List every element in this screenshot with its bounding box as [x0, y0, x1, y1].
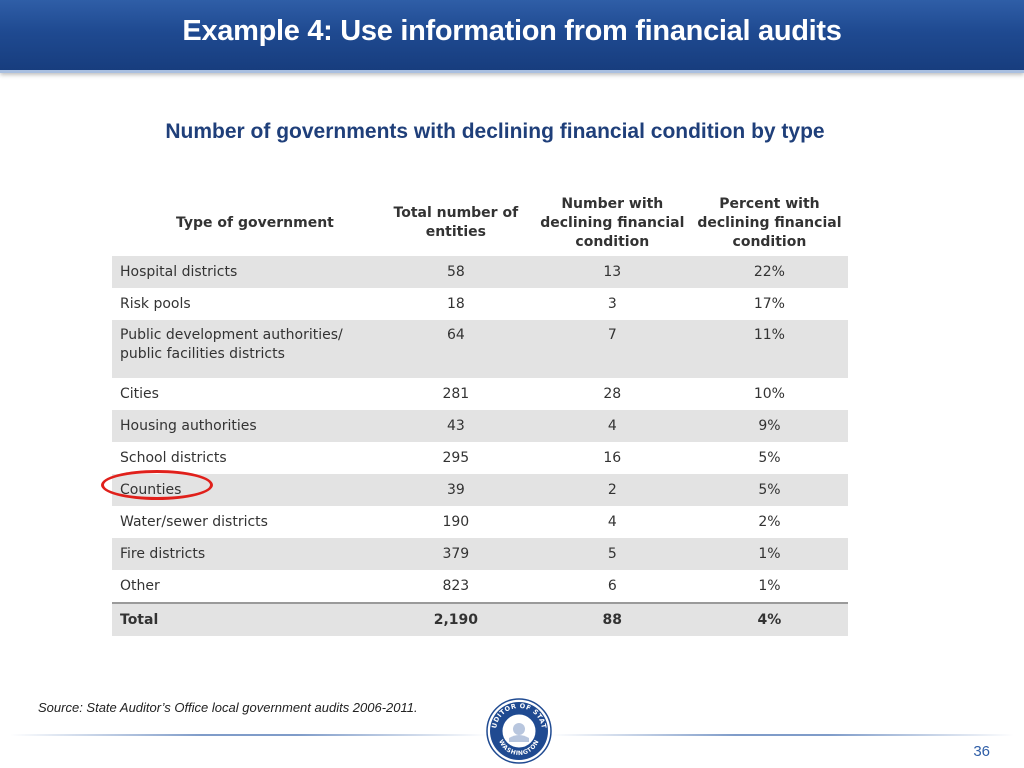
total-percent: 4%	[690, 602, 848, 636]
governments-table: Type of government Total number of entit…	[112, 190, 848, 636]
row-type: Hospital districts	[112, 256, 378, 288]
table-row: Other 823 6 1%	[112, 570, 848, 603]
row-percent: 17%	[753, 296, 785, 312]
row-total: 39	[377, 474, 534, 506]
header-declining: Number with declining financial conditio…	[540, 195, 685, 250]
table-row: Fire districts 379 5 1%	[112, 538, 848, 570]
row-declining: 4	[607, 514, 617, 530]
row-declining: 7	[533, 320, 691, 378]
header-total: Total number of entities	[393, 205, 519, 240]
row-total: 295	[442, 450, 470, 466]
slide-title: Example 4: Use information from financia…	[182, 15, 842, 47]
table-row: Water/sewer districts 190 4 2%	[112, 506, 848, 538]
header-percent: Percent with declining financial conditi…	[697, 195, 842, 250]
row-percent: 1%	[758, 578, 781, 594]
table-row: Public development authorities/ public f…	[112, 320, 848, 378]
row-total: 190	[442, 514, 470, 530]
table-row: Hospital districts 58 13 22%	[112, 256, 848, 288]
row-declining: 6	[607, 578, 617, 594]
footer-divider-right	[550, 734, 1014, 736]
row-total: 823	[442, 578, 470, 594]
row-type: Fire districts	[112, 538, 378, 570]
page-number: 36	[973, 743, 990, 760]
table-row: Risk pools 18 3 17%	[112, 288, 848, 320]
row-percent: 5%	[690, 474, 848, 506]
auditor-seal-logo: AUDITOR OF STATE WASHINGTON	[486, 698, 552, 764]
row-percent: 5%	[758, 450, 781, 466]
row-type: Water/sewer districts	[120, 514, 268, 530]
footer-divider-left	[10, 734, 488, 736]
row-total: 379	[377, 538, 534, 570]
table-caption: Number of governments with declining fin…	[165, 120, 825, 143]
table-total-row: Total 2,190 88 4%	[112, 602, 848, 636]
row-percent: 1%	[690, 538, 848, 570]
source-note: Source: State Auditor’s Office local gov…	[38, 700, 418, 715]
row-declining: 13	[533, 256, 691, 288]
table-header-row: Type of government Total number of entit…	[112, 190, 848, 256]
row-total: 43	[377, 410, 534, 442]
table-row: School districts 295 16 5%	[112, 442, 848, 474]
row-type: School districts	[120, 450, 227, 466]
title-bar: Example 4: Use information from financia…	[0, 0, 1024, 73]
row-percent: 10%	[753, 386, 785, 402]
row-total: 64	[377, 320, 534, 378]
row-type: Housing authorities	[112, 410, 378, 442]
row-total: 281	[442, 386, 470, 402]
row-percent: 11%	[690, 320, 848, 378]
header-type: Type of government	[176, 214, 334, 231]
row-type: Public development authorities/ public f…	[112, 320, 378, 378]
row-total: 58	[377, 256, 534, 288]
row-declining: 5	[533, 538, 691, 570]
total-declining: 88	[533, 602, 691, 636]
total-total: 2,190	[377, 602, 534, 636]
table-row-counties: Counties 39 2 5%	[112, 474, 848, 506]
row-percent: 2%	[758, 514, 781, 530]
total-type: Total	[112, 602, 378, 636]
table-row: Cities 281 28 10%	[112, 378, 848, 410]
counties-highlight-circle	[101, 470, 213, 500]
row-declining: 28	[603, 386, 622, 402]
row-type: Risk pools	[120, 296, 191, 312]
row-percent: 22%	[690, 256, 848, 288]
table-row: Housing authorities 43 4 9%	[112, 410, 848, 442]
row-declining: 3	[607, 296, 617, 312]
row-type: Cities	[120, 386, 159, 402]
row-percent: 9%	[690, 410, 848, 442]
row-declining: 4	[533, 410, 691, 442]
row-total: 18	[446, 296, 465, 312]
row-declining: 2	[533, 474, 691, 506]
row-type: Other	[120, 578, 160, 594]
row-declining: 16	[603, 450, 622, 466]
